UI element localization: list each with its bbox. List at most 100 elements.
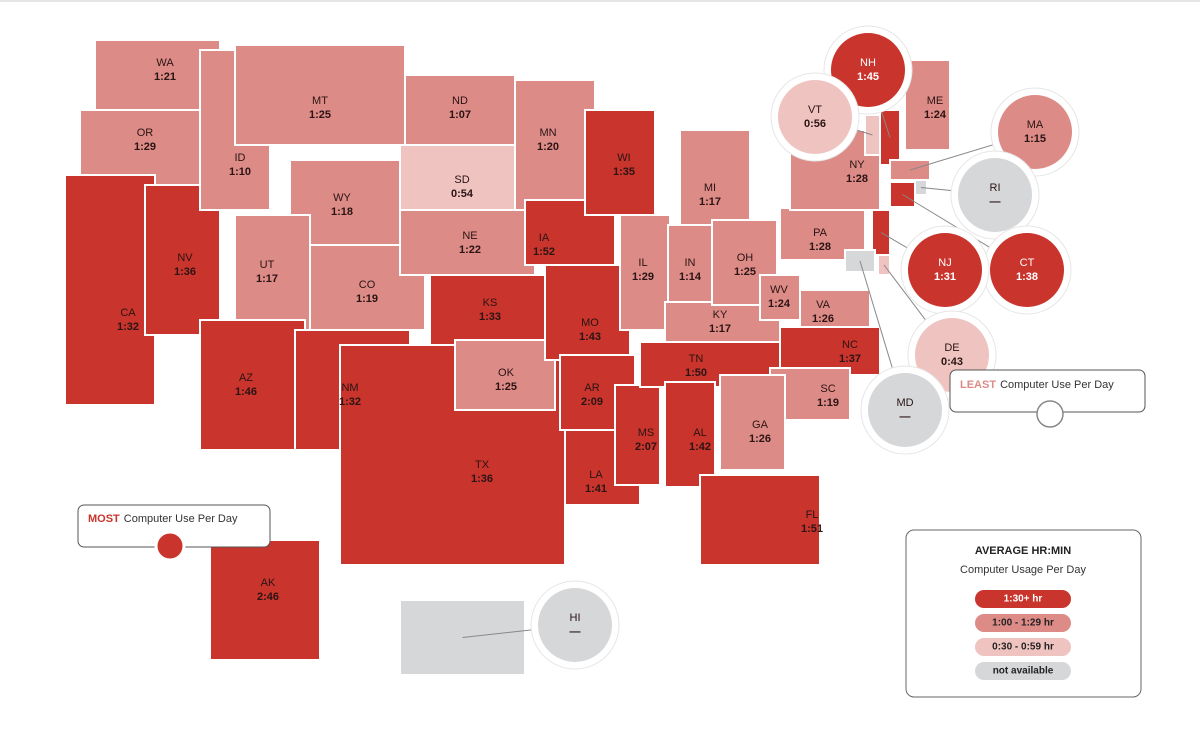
state-labels: WA 1:21 OR 1:29 CA 1:32 NV 1:36 ID 1:10 MT 1:25 WY 1:… bbox=[117, 57, 1046, 638]
legend-box bbox=[905, 529, 1142, 698]
state-time: 1:35 bbox=[613, 166, 635, 178]
state-circle bbox=[998, 95, 1072, 169]
state-time: 1:24 bbox=[768, 298, 791, 310]
state-time: 1:19 bbox=[356, 293, 378, 305]
state-abbr: MT bbox=[312, 95, 328, 107]
state-time: 1:29 bbox=[632, 271, 654, 283]
state-shape bbox=[514, 79, 596, 211]
legend-label: 1:30+ hr bbox=[1004, 594, 1043, 605]
state-shape bbox=[904, 59, 951, 151]
state-time: 1:25 bbox=[734, 266, 756, 278]
state-shape bbox=[679, 129, 751, 231]
state-abbr: CT bbox=[1020, 257, 1035, 269]
state-shape bbox=[399, 209, 536, 276]
state-abbr: NJ bbox=[938, 257, 951, 269]
state-shape bbox=[399, 144, 521, 211]
legend-label: not available bbox=[993, 666, 1054, 677]
state-shape bbox=[209, 539, 321, 661]
state-abbr: WA bbox=[156, 57, 174, 69]
most-icon bbox=[154, 530, 186, 562]
state-time: 1:14 bbox=[679, 271, 702, 283]
state-time: 1:31 bbox=[934, 271, 956, 283]
state-time: 1:10 bbox=[229, 166, 251, 178]
legend: AVERAGE HR:MIN Computer Usage Per Day 1:… bbox=[905, 529, 1142, 698]
state-time: 1:38 bbox=[1016, 271, 1038, 283]
state-circle bbox=[990, 233, 1064, 307]
state-time: 2:46 bbox=[257, 591, 279, 603]
state-abbr: NC bbox=[842, 339, 858, 351]
state-abbr: SD bbox=[454, 174, 469, 186]
state-shape bbox=[454, 339, 556, 411]
state-time: 1:28 bbox=[846, 173, 868, 185]
state-abbr: KY bbox=[713, 309, 728, 321]
state-time: 1:46 bbox=[235, 386, 257, 398]
state-abbr: SC bbox=[820, 383, 835, 395]
state-abbr: OK bbox=[498, 367, 515, 379]
state-abbr: WY bbox=[333, 192, 351, 204]
state-abbr: LA bbox=[589, 469, 603, 481]
state-abbr: FL bbox=[806, 509, 819, 521]
state-abbr: GA bbox=[752, 419, 769, 431]
state-time: 1:26 bbox=[812, 313, 834, 325]
state-abbr: NE bbox=[462, 230, 477, 242]
state-time: 1:19 bbox=[817, 397, 839, 409]
state-time: 2:07 bbox=[635, 441, 657, 453]
state-abbr: IL bbox=[638, 257, 647, 269]
state-time: 1:43 bbox=[579, 331, 601, 343]
state-abbr: MN bbox=[539, 127, 556, 139]
state-time: 1:25 bbox=[309, 109, 331, 121]
state-abbr: MS bbox=[638, 427, 655, 439]
state-time: 1:42 bbox=[689, 441, 711, 453]
state-time: 1:45 bbox=[857, 71, 879, 83]
state-time: 1:33 bbox=[479, 311, 501, 323]
state-time: 1:22 bbox=[459, 244, 481, 256]
state-abbr: AK bbox=[261, 577, 276, 589]
legend-subtitle: Computer Usage Per Day bbox=[960, 564, 1086, 576]
state-time: — bbox=[900, 411, 911, 423]
state-abbr: KS bbox=[483, 297, 498, 309]
state-time: 1:24 bbox=[924, 109, 947, 121]
state-shape bbox=[759, 274, 801, 321]
state-abbr: NM bbox=[341, 382, 358, 394]
state-shape bbox=[199, 319, 306, 451]
state-abbr: VT bbox=[808, 104, 822, 116]
state-abbr: WI bbox=[617, 152, 630, 164]
legend-label: 0:30 - 0:59 hr bbox=[992, 642, 1054, 653]
state-time: 1:37 bbox=[839, 353, 861, 365]
state-abbr: ME bbox=[927, 95, 944, 107]
state-time: — bbox=[990, 196, 1001, 208]
state-abbr: NV bbox=[177, 252, 193, 264]
state-time: 1:17 bbox=[709, 323, 731, 335]
state-circle bbox=[778, 80, 852, 154]
callout-text: MOST Computer Use Per Day bbox=[88, 513, 238, 525]
legend-swatch bbox=[975, 590, 1071, 608]
state-shape bbox=[664, 381, 716, 488]
state-shape bbox=[719, 374, 786, 471]
state-shape bbox=[64, 174, 156, 406]
state-shape bbox=[619, 214, 671, 331]
state-time: 1:32 bbox=[117, 321, 139, 333]
state-abbr: CA bbox=[120, 307, 136, 319]
state-abbr: MA bbox=[1027, 119, 1044, 131]
legend-swatch bbox=[975, 662, 1071, 680]
state-time: 1:52 bbox=[533, 246, 555, 258]
state-time: 1:15 bbox=[1024, 133, 1046, 145]
state-abbr: WV bbox=[770, 284, 788, 296]
state-abbr: OR bbox=[137, 127, 154, 139]
state-time: 1:28 bbox=[809, 241, 831, 253]
state-time: 1:18 bbox=[331, 206, 353, 218]
state-time: 1:17 bbox=[256, 273, 278, 285]
most-callout: MOST Computer Use Per Day bbox=[77, 504, 271, 562]
state-abbr: MO bbox=[581, 317, 599, 329]
state-time: 0:56 bbox=[804, 118, 826, 130]
state-time: 2:09 bbox=[581, 396, 603, 408]
state-abbr: NY bbox=[849, 159, 865, 171]
state-shape bbox=[667, 224, 714, 311]
state-circle bbox=[831, 33, 905, 107]
state-circle bbox=[958, 158, 1032, 232]
state-shape bbox=[614, 384, 661, 486]
state-abbr: IN bbox=[685, 257, 696, 269]
state-abbr: AZ bbox=[239, 372, 253, 384]
state-abbr: MD bbox=[896, 397, 913, 409]
